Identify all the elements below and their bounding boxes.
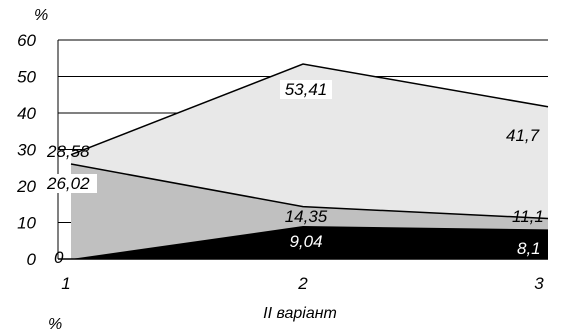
series-2-outline: [70, 163, 549, 220]
y-tick-label-60: 60: [17, 31, 36, 50]
data-label-s3-p1: 0: [54, 248, 64, 267]
data-label-background: [280, 80, 332, 99]
data-label-s1-p3: 41,7: [506, 126, 540, 145]
data-labels: 28,58 53,41 41,7 26,02 14,35 11,1 0 9,04 8,1: [45, 80, 544, 267]
y-tick-label-0: 0: [27, 250, 37, 269]
next-chart-unit-label: %: [48, 316, 62, 329]
y-tick-label-10: 10: [17, 214, 36, 233]
data-label-s3-p3: 8,1: [517, 239, 541, 258]
y-tick-label-50: 50: [17, 68, 36, 87]
x-tick-label-2: 2: [297, 274, 308, 293]
data-label-s2-p1: 26,02: [46, 174, 90, 193]
x-tick-label-3: 3: [534, 274, 544, 293]
series-1-outline: [70, 63, 549, 156]
area-series-3: [71, 226, 548, 259]
y-tick-labels: 0 10 20 30 40 50 60: [16, 31, 36, 269]
x-axis-title: II варіант: [263, 305, 337, 322]
data-label-s1-p2: 53,41: [285, 80, 328, 99]
series-outlines: [70, 63, 549, 220]
data-label-s3-p2: 9,04: [289, 232, 322, 251]
data-label-s1-p1: 28,58: [46, 142, 90, 161]
data-label-s2-p2: 14,35: [285, 207, 328, 226]
area-series: [71, 64, 548, 259]
y-tick-label-40: 40: [17, 104, 36, 123]
data-label-s2-p3: 11,1: [512, 207, 544, 226]
y-tick-label-20: 20: [16, 177, 36, 196]
x-tick-labels: 1 2 3: [61, 274, 544, 293]
x-tick-label-1: 1: [61, 274, 70, 293]
y-tick-label-30: 30: [17, 141, 36, 160]
y-axis-unit-label: %: [34, 7, 48, 24]
data-label-background: [45, 174, 97, 193]
